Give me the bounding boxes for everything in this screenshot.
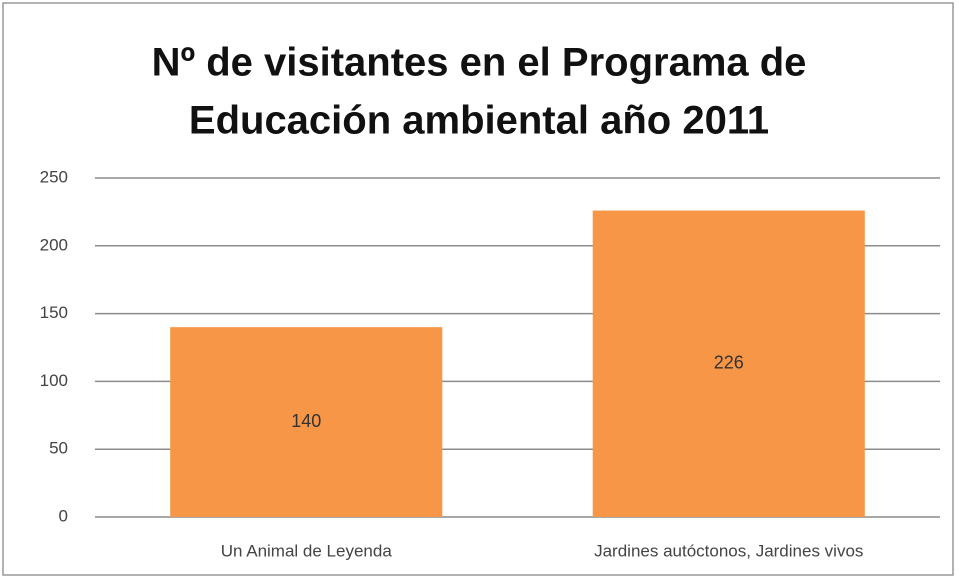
y-tick-label: 50	[49, 439, 68, 458]
chart-title: Nº de visitantes en el Programa de	[152, 41, 807, 85]
data-label: 226	[714, 353, 744, 373]
bar	[170, 327, 443, 517]
bar	[592, 210, 865, 517]
y-tick-label: 250	[40, 167, 68, 186]
y-tick-label: 200	[40, 235, 68, 254]
y-tick-label: 100	[40, 371, 68, 390]
x-tick-label: Jardines autóctonos, Jardines vivos	[594, 541, 863, 560]
y-tick-label: 150	[40, 303, 68, 322]
y-tick-label: 0	[59, 506, 68, 525]
chart-title: Educación ambiental año 2011	[189, 99, 769, 143]
data-label: 140	[291, 411, 321, 431]
x-tick-label: Un Animal de Leyenda	[221, 541, 393, 560]
